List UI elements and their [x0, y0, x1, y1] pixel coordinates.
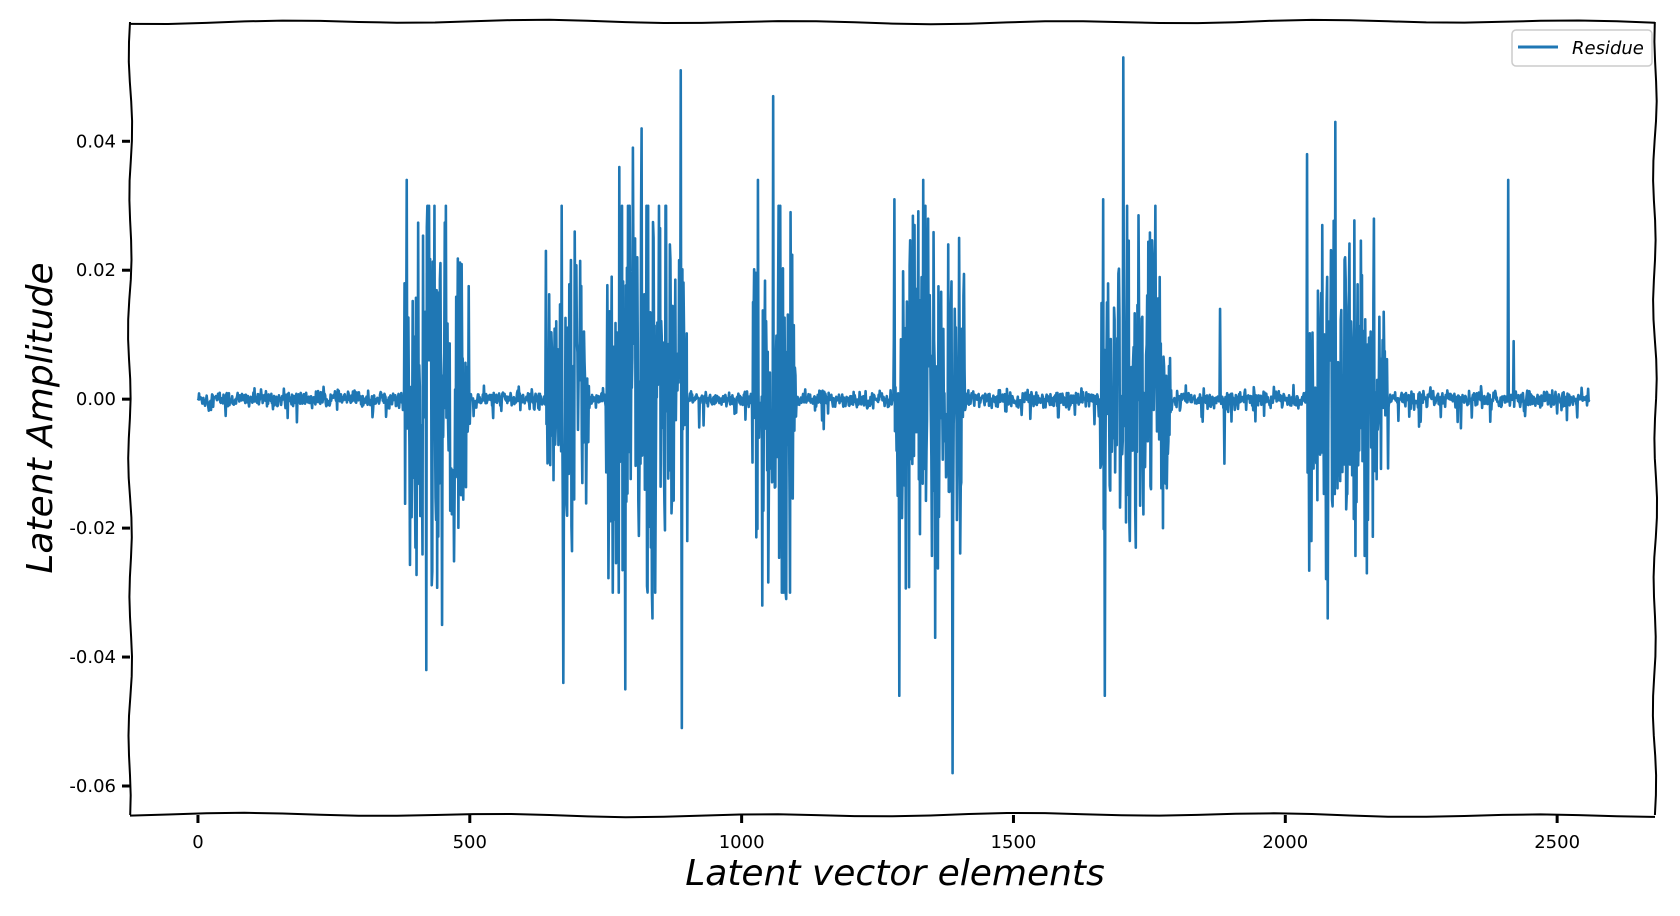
x-tick-label: 0: [192, 832, 203, 853]
legend-box: [1511, 29, 1653, 67]
y-tick-label: 0.04: [76, 131, 116, 152]
frame-right: [1651, 21, 1659, 816]
series-line-residue: [196, 56, 1591, 775]
x-tick-label: 1500: [991, 832, 1037, 853]
y-tick-label: 0.00: [76, 389, 116, 410]
x-axis-label: Latent vector elements: [685, 853, 1105, 894]
series-layer: [196, 56, 1591, 775]
frame-bottom: [129, 811, 1656, 819]
y-axis: 0.04 0.02 0.00 -0.02 -0.04 -0.06: [69, 131, 130, 797]
plot-frame: [127, 18, 1659, 819]
legend: Residue: [1511, 29, 1653, 67]
x-tick-label: 1000: [719, 832, 765, 853]
x-tick-label: 500: [453, 832, 487, 853]
y-tick-label: -0.06: [69, 776, 116, 797]
y-tick-label: 0.02: [76, 260, 116, 281]
legend-label-residue: Residue: [1572, 38, 1644, 59]
frame-left: [127, 21, 134, 816]
x-axis: 0 500 1000 1500 2000 2500: [192, 815, 1580, 853]
frame-top: [129, 18, 1656, 26]
y-tick-label: -0.02: [69, 518, 116, 539]
x-tick-label: 2000: [1262, 832, 1308, 853]
y-tick-label: -0.04: [69, 647, 116, 668]
y-axis-label: Latent Amplitude: [20, 262, 61, 573]
x-tick-label: 2500: [1534, 832, 1580, 853]
